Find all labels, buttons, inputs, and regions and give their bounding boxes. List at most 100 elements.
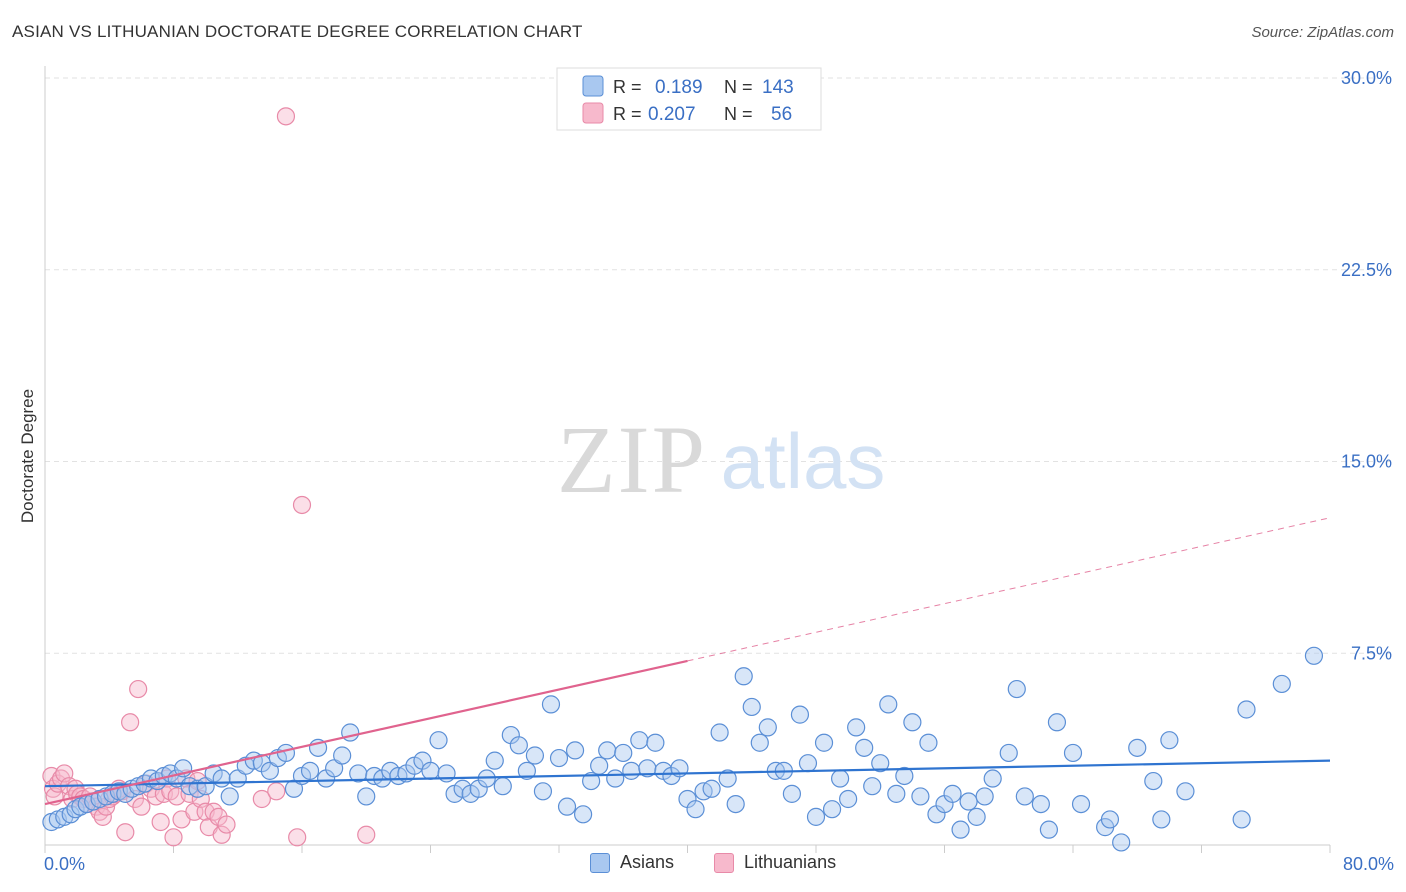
asian-point-127	[1039, 820, 1059, 839]
asian-point-100	[806, 807, 826, 826]
legend-swatch-asian	[582, 75, 604, 97]
asian-point-105	[847, 718, 866, 737]
asian-point-122	[983, 769, 1002, 788]
legend-asian-n-value: 143	[762, 77, 794, 98]
asian-point-110	[887, 784, 906, 803]
legend-item-asians: Asians	[590, 852, 674, 873]
legend-lith-n-value: 56	[771, 104, 792, 125]
trend-lines	[44, 517, 1331, 806]
asian-point-87	[702, 779, 721, 798]
asian-point-104	[839, 789, 858, 809]
lithuanian-point-32	[151, 812, 170, 832]
watermark-zip: ZIP	[557, 406, 707, 513]
asian-point-60	[485, 751, 504, 770]
asian-point-134	[1128, 738, 1147, 757]
y-tick-label-1: 15.0%	[1341, 452, 1392, 472]
asian-point-133	[1112, 833, 1131, 852]
legend-lith-r-label: R =	[613, 104, 642, 124]
legend-swatch-lithuanians	[714, 852, 734, 873]
asian-point-138	[1176, 782, 1195, 801]
asian-point-90	[726, 794, 745, 814]
asian-point-69	[557, 797, 577, 816]
watermark-atlas: atlas	[721, 417, 886, 505]
watermark: ZIP atlas	[557, 406, 885, 513]
asian-trend-line	[44, 759, 1331, 788]
asian-point-113	[911, 787, 930, 806]
chart-title: ASIAN VS LITHUANIAN DOCTORATE DEGREE COR…	[12, 22, 583, 41]
y-tick-label-3: 30.0%	[1341, 68, 1392, 88]
asian-point-64	[517, 761, 536, 780]
lithuanian-trend-line	[44, 659, 688, 806]
asian-point-70	[565, 741, 585, 760]
asian-point-52	[421, 761, 440, 780]
asian-point-140	[1237, 700, 1256, 719]
legend-label-lithuanians: Lithuanians	[744, 852, 837, 872]
asian-point-120	[967, 807, 986, 826]
asian-point-139	[1232, 810, 1251, 829]
asian-point-98	[790, 705, 810, 724]
asian-point-117	[943, 784, 962, 803]
asian-point-97	[782, 784, 802, 803]
asian-point-37	[300, 761, 320, 780]
lithuanian-point-24	[116, 823, 135, 842]
asian-point-142	[1304, 646, 1324, 665]
asian-point-93	[750, 733, 769, 752]
lithuanian-point-46	[204, 802, 223, 821]
asian-point-135	[1144, 771, 1163, 791]
lithuanian-point-54	[292, 495, 312, 515]
legend-box: R = 0.189 N = 143 R = 0.207 N = 56	[556, 67, 822, 131]
asian-point-40	[325, 759, 344, 778]
axes	[44, 66, 1331, 853]
x-tick-label-max: 80.0%	[1343, 854, 1394, 874]
asian-point-124	[1007, 679, 1026, 699]
legend-asian-r-label: R =	[613, 77, 642, 97]
asian-point-141	[1272, 674, 1291, 694]
gridlines	[45, 77, 1392, 654]
asian-point-92	[742, 697, 761, 717]
y-tick-label-2: 22.5%	[1341, 260, 1392, 280]
asian-point-80	[646, 733, 665, 752]
asian-point-76	[614, 743, 633, 763]
lithuanian-point-55	[357, 825, 376, 844]
asian-point-111	[895, 766, 914, 786]
asian-point-132	[1100, 810, 1120, 829]
lithuanian-point-51	[267, 782, 286, 801]
asian-point-99	[798, 754, 818, 773]
legend-label-asians: Asians	[620, 852, 675, 872]
asian-point-63	[509, 736, 528, 755]
asian-point-4	[66, 800, 85, 819]
asian-point-66	[533, 782, 553, 801]
asian-point-27	[220, 787, 239, 806]
lithuanian-point-48	[212, 825, 231, 844]
lithuanian-trend-extension	[687, 517, 1331, 662]
asian-point-71	[573, 805, 593, 824]
asian-point-109	[879, 695, 898, 714]
legend-asian-r-value: 0.189	[655, 77, 703, 98]
asian-point-114	[919, 733, 938, 752]
legend-lith-n-label: N =	[724, 104, 753, 124]
legend-item-lithuanians: Lithuanians	[714, 852, 836, 873]
y-axis-label: Doctorate Degree	[18, 389, 37, 523]
asian-point-108	[871, 754, 890, 773]
y-tick-label-0: 7.5%	[1351, 643, 1392, 663]
asian-point-61	[493, 777, 512, 796]
asian-point-44	[357, 787, 376, 806]
asian-point-88	[710, 723, 729, 742]
tick-labels: 7.5% 15.0% 22.5% 30.0% 0.0% 80.0%	[44, 68, 1394, 874]
legend-swatch-asians	[590, 852, 610, 873]
source-label: Source: ZipAtlas.com	[1251, 24, 1394, 41]
asian-point-129	[1063, 743, 1083, 763]
asian-point-126	[1031, 794, 1050, 814]
asian-point-112	[903, 713, 922, 732]
lithuanian-point-3	[48, 774, 67, 793]
lithuanian-point-17	[93, 807, 112, 826]
asian-point-89	[718, 769, 737, 788]
lithuanian-point-52	[276, 107, 296, 126]
asian-point-85	[686, 800, 705, 819]
asian-point-32	[260, 761, 279, 780]
asian-point-26	[212, 769, 231, 788]
bottom-legend: Asians Lithuanians	[0, 852, 1406, 878]
asian-point-119	[959, 792, 978, 811]
lithuanian-point-28	[132, 797, 151, 816]
asian-point-65	[525, 746, 545, 765]
